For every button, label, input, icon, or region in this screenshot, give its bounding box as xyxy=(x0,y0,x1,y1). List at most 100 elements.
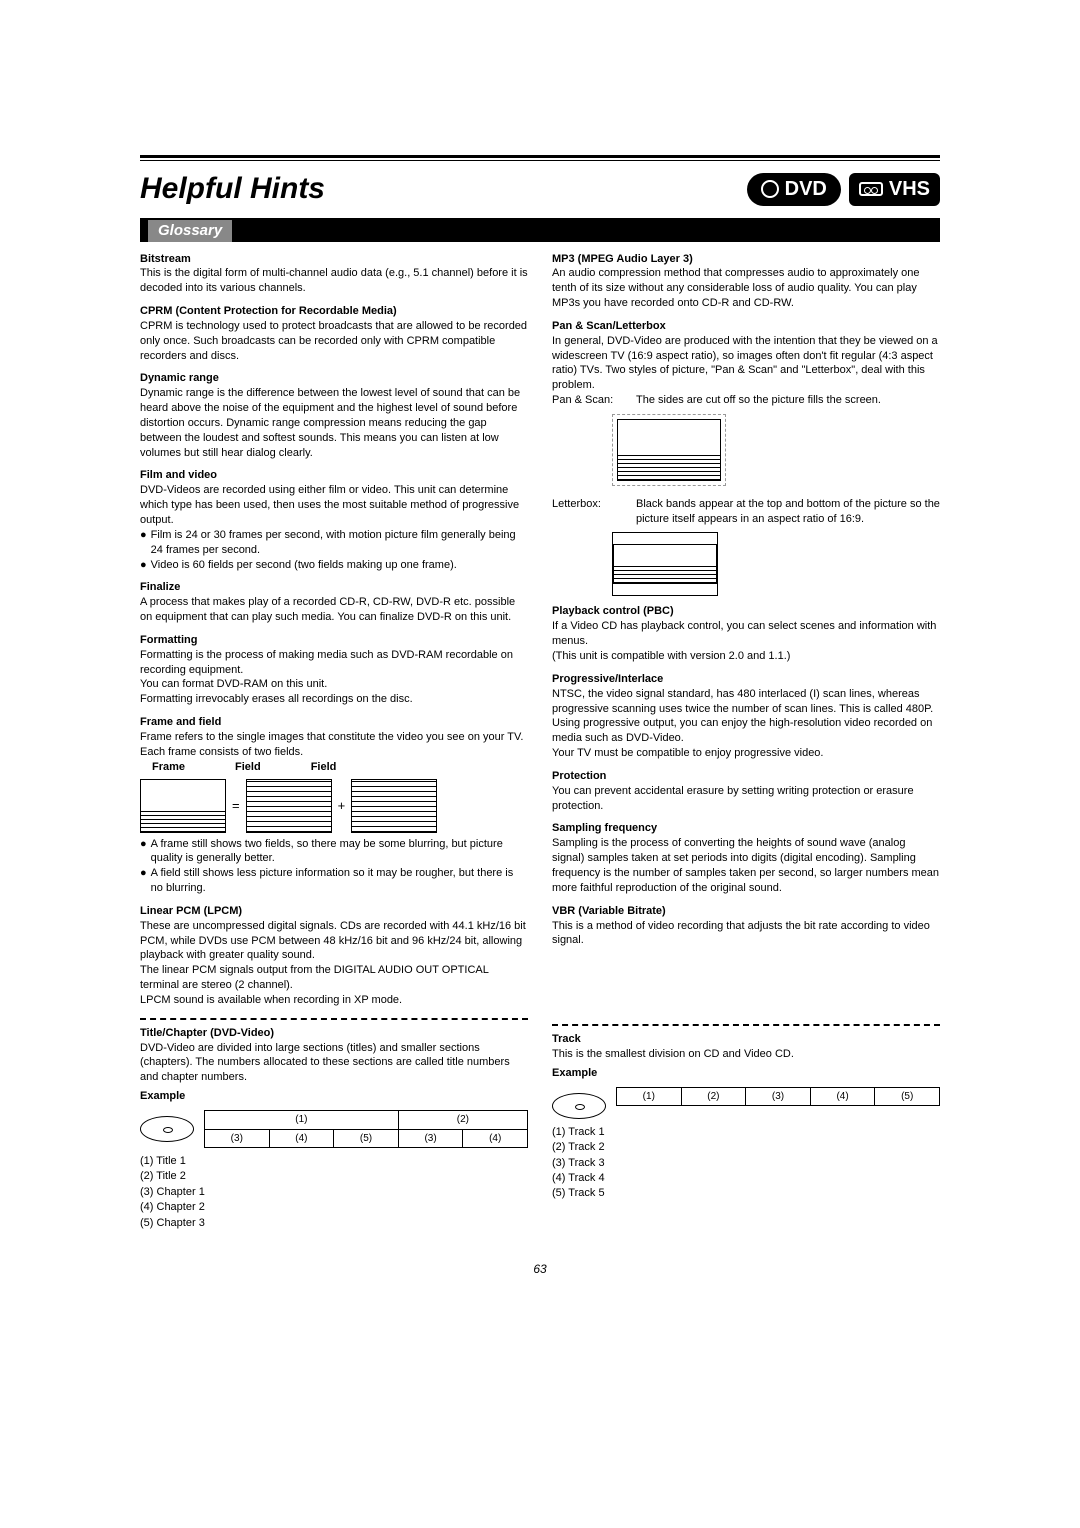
field-image-2 xyxy=(351,779,437,833)
term-protection: Protection xyxy=(552,769,940,784)
left-column: Bitstream This is the digital form of mu… xyxy=(140,252,528,1231)
text-track: This is the smallest division on CD and … xyxy=(552,1047,940,1062)
text-progressive-3: Your TV must be compatible to enjoy prog… xyxy=(552,746,940,761)
pan-scan-desc: The sides are cut off so the picture fil… xyxy=(636,393,881,408)
plus-icon: + xyxy=(338,797,346,815)
vhs-icon xyxy=(859,182,883,196)
term-sampling: Sampling frequency xyxy=(552,821,940,836)
letterbox-image-wrap xyxy=(612,532,718,596)
dvd-badge-label: DVD xyxy=(785,176,827,203)
text-sampling: Sampling is the process of converting th… xyxy=(552,836,940,895)
section-header-bar: Glossary xyxy=(140,218,940,242)
right-column: MP3 (MPEG Audio Layer 3) An audio compre… xyxy=(552,252,940,1231)
film-bullet-1: ●Film is 24 or 30 frames per second, wit… xyxy=(140,528,528,558)
field-image-1 xyxy=(246,779,332,833)
spacer xyxy=(552,948,940,1014)
section-header-label: Glossary xyxy=(148,220,232,242)
page-header: Helpful Hints DVD VHS xyxy=(140,169,940,210)
format-badges: DVD VHS xyxy=(747,173,940,206)
frame-field-diagram: = + xyxy=(140,779,528,833)
letterbox-label: Letterbox: xyxy=(552,497,628,527)
disc-icon xyxy=(552,1093,606,1119)
label-frame: Frame xyxy=(152,760,185,775)
text-vbr: This is a method of video recording that… xyxy=(552,919,940,949)
example-label: Example xyxy=(140,1089,528,1104)
title-chapter-table-wrap: (1) (2) (3) (4) (5) (3) (4) xyxy=(204,1110,528,1148)
legend-item: (4) Track 4 xyxy=(552,1171,940,1186)
vhs-badge-label: VHS xyxy=(889,176,930,203)
chapter-cell: (4) xyxy=(269,1129,334,1148)
term-cprm: CPRM (Content Protection for Recordable … xyxy=(140,304,528,319)
term-frame-field: Frame and field xyxy=(140,715,528,730)
text-progressive-2: Using progressive output, you can enjoy … xyxy=(552,716,940,746)
dashed-separator xyxy=(552,1024,940,1026)
text-lpcm-2: The linear PCM signals output from the D… xyxy=(140,963,528,993)
dvd-badge: DVD xyxy=(747,173,841,206)
legend-item: (4) Chapter 2 xyxy=(140,1200,528,1215)
legend-item: (5) Chapter 3 xyxy=(140,1216,528,1231)
text-film-video: DVD-Videos are recorded using either fil… xyxy=(140,483,528,528)
term-progressive: Progressive/Interlace xyxy=(552,672,940,687)
frame-bullet-2: ●A field still shows less picture inform… xyxy=(140,866,528,896)
term-dynamic-range: Dynamic range xyxy=(140,371,528,386)
term-formatting: Formatting xyxy=(140,633,528,648)
film-bullet-2: ● Video is 60 fields per second (two fiel… xyxy=(140,558,528,573)
term-mp3: MP3 (MPEG Audio Layer 3) xyxy=(552,252,940,267)
frame-bullet-2-text: A field still shows less picture informa… xyxy=(151,866,528,896)
pan-scan-image xyxy=(617,419,721,481)
legend-item: (2) Track 2 xyxy=(552,1140,940,1155)
letterbox-row: Letterbox: Black bands appear at the top… xyxy=(552,497,940,527)
term-track: Track xyxy=(552,1032,940,1047)
legend-item: (3) Chapter 1 xyxy=(140,1185,528,1200)
text-formatting-1: Formatting is the process of making medi… xyxy=(140,648,528,678)
pan-scan-label: Pan & Scan: xyxy=(552,393,628,408)
bullet-icon: ● xyxy=(140,558,147,573)
pan-scan-image-wrap xyxy=(612,414,726,486)
term-bitstream: Bitstream xyxy=(140,252,528,267)
text-cprm: CPRM is technology used to protect broad… xyxy=(140,319,528,364)
text-pbc-2: (This unit is compatible with version 2.… xyxy=(552,649,940,664)
equals-icon: = xyxy=(232,797,240,815)
bullet-icon: ● xyxy=(140,866,147,896)
frame-field-labels: Frame Field Field xyxy=(152,760,528,775)
frame-bullet-1-text: A frame still shows two fields, so there… xyxy=(151,837,528,867)
chapter-cell: (3) xyxy=(205,1129,270,1148)
label-field-2: Field xyxy=(311,760,337,775)
letterbox-desc: Black bands appear at the top and bottom… xyxy=(636,497,940,527)
title-chapter-legend: (1) Title 1 (2) Title 2 (3) Chapter 1 (4… xyxy=(140,1154,528,1231)
term-vbr: VBR (Variable Bitrate) xyxy=(552,904,940,919)
track-legend: (1) Track 1 (2) Track 2 (3) Track 3 (4) … xyxy=(552,1125,940,1202)
label-field-1: Field xyxy=(235,760,261,775)
legend-item: (1) Track 1 xyxy=(552,1125,940,1140)
track-cell: (5) xyxy=(875,1087,940,1106)
chapter-cell: (5) xyxy=(334,1129,399,1148)
content-columns: Bitstream This is the digital form of mu… xyxy=(140,252,940,1231)
track-table-wrap: (1) (2) (3) (4) (5) xyxy=(616,1087,940,1107)
pan-scan-row: Pan & Scan: The sides are cut off so the… xyxy=(552,393,940,408)
track-diagram: (1) (2) (3) (4) (5) xyxy=(552,1087,940,1119)
track-cell: (3) xyxy=(746,1087,811,1106)
film-bullet-1-text: Film is 24 or 30 frames per second, with… xyxy=(151,528,528,558)
rule-top-thin xyxy=(140,160,940,161)
text-dynamic-range: Dynamic range is the difference between … xyxy=(140,386,528,460)
term-pbc: Playback control (PBC) xyxy=(552,604,940,619)
chapter-cell: (3) xyxy=(398,1129,463,1148)
text-finalize: A process that makes play of a recorded … xyxy=(140,595,528,625)
page-title: Helpful Hints xyxy=(140,169,325,210)
track-cell: (4) xyxy=(810,1087,875,1106)
film-bullet-2-text: Video is 60 fields per second (two field… xyxy=(151,558,457,573)
track-cell: (1) xyxy=(617,1087,682,1106)
title-chapter-table: (1) (2) (3) (4) (5) (3) (4) xyxy=(204,1110,528,1148)
text-pbc-1: If a Video CD has playback control, you … xyxy=(552,619,940,649)
text-protection: You can prevent accidental erasure by se… xyxy=(552,784,940,814)
dashed-separator xyxy=(140,1018,528,1020)
text-formatting-3: Formatting irrevocably erases all record… xyxy=(140,692,528,707)
title-cell-1: (1) xyxy=(205,1111,399,1130)
bullet-icon: ● xyxy=(140,837,147,867)
disc-icon xyxy=(140,1116,194,1142)
vhs-badge: VHS xyxy=(849,173,940,206)
example-label: Example xyxy=(552,1066,940,1081)
text-formatting-2: You can format DVD-RAM on this unit. xyxy=(140,677,528,692)
text-bitstream: This is the digital form of multi-channe… xyxy=(140,266,528,296)
legend-item: (2) Title 2 xyxy=(140,1169,528,1184)
